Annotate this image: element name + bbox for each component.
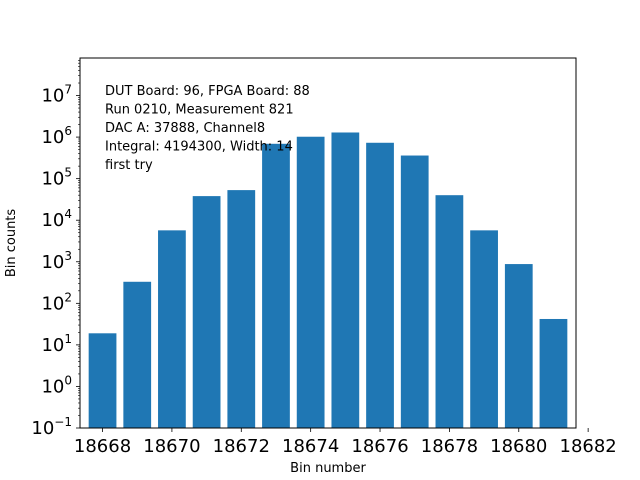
bar-18676 xyxy=(366,142,394,428)
y-tick-label: 102 xyxy=(41,290,72,314)
y-tick-label: 100 xyxy=(41,373,72,397)
bars-group xyxy=(88,132,568,429)
annotation-line: first try xyxy=(105,158,153,173)
annotation-block: DUT Board: 96, FPGA Board: 88 Run 0210, M… xyxy=(105,84,310,173)
y-tick-label: 10−1 xyxy=(31,415,72,439)
bar-18680 xyxy=(504,264,533,428)
x-tick-label: 18682 xyxy=(560,436,617,457)
x-tick-label: 18678 xyxy=(421,436,478,457)
x-tick-label: 18672 xyxy=(213,436,270,457)
y-tick-label: 106 xyxy=(41,124,72,148)
y-tick-label: 105 xyxy=(41,166,72,190)
y-axis-label: Bin counts xyxy=(4,209,19,278)
annotation-line: DUT Board: 96, FPGA Board: 88 xyxy=(105,84,310,99)
y-tick-label: 101 xyxy=(41,332,72,356)
x-tick-label: 18670 xyxy=(143,436,200,457)
y-tick-label: 104 xyxy=(41,207,72,231)
bar-18674 xyxy=(296,136,325,429)
bar-18671 xyxy=(192,196,221,428)
bar-18678 xyxy=(435,195,464,428)
annotation-line: DAC A: 37888, Channel8 xyxy=(105,121,265,136)
bar-18681 xyxy=(539,318,568,428)
annotation-line: Integral: 4194300, Width: 14 xyxy=(105,140,293,155)
bar-18677 xyxy=(400,155,429,428)
x-tick-label: 18680 xyxy=(490,436,547,457)
x-tick-label: 18674 xyxy=(282,436,339,457)
x-axis-label: Bin number xyxy=(290,461,366,476)
bar-18668 xyxy=(88,333,117,428)
annotation-line: Run 0210, Measurement 821 xyxy=(105,103,294,118)
plot-frame xyxy=(79,57,577,429)
y-ticks-group: 10−1 100 101 102 103 104 105 106 107 xyxy=(31,83,80,439)
x-tick-label: 18668 xyxy=(74,436,131,457)
bar-18673 xyxy=(262,143,290,429)
x-tick-label: 18676 xyxy=(351,436,408,457)
bar-18679 xyxy=(470,230,498,428)
y-tick-label: 107 xyxy=(41,83,72,107)
y-tick-label: 103 xyxy=(41,249,72,273)
x-ticks-group: 18668 18670 18672 18674 18676 18678 18680 18682 xyxy=(74,428,617,457)
bar-18669 xyxy=(123,281,152,428)
bar-18670 xyxy=(158,230,186,428)
bar-18675 xyxy=(331,132,360,429)
bar-18672 xyxy=(227,190,256,428)
